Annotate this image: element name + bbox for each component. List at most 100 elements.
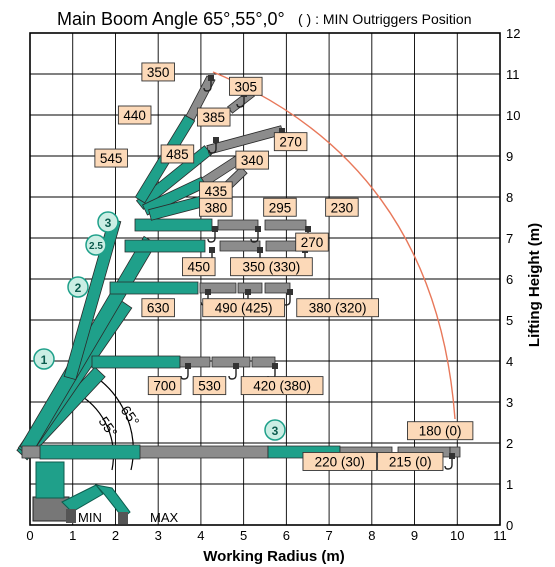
- section-badge-2-5: 2.5: [85, 234, 107, 256]
- capacity-label: 380: [199, 197, 233, 217]
- capacity-label-text: 630: [147, 301, 170, 316]
- capacity-label-text: 270: [279, 135, 302, 150]
- x-tick-label: 9: [411, 528, 418, 543]
- capacity-label-box: [141, 298, 175, 318]
- section-badge-1-text: 1: [41, 353, 48, 367]
- chart-title: Main Boom Angle 65°,55°,0°: [57, 9, 285, 29]
- y-tick-label: 3: [506, 395, 513, 410]
- capacity-label-text: 435: [205, 184, 228, 199]
- capacity-label-box: [196, 107, 231, 127]
- capacity-label-text: 440: [123, 108, 146, 123]
- carrier-base: [32, 496, 70, 522]
- outrigger-pad-max: [118, 512, 128, 524]
- capacity-label-text: 385: [202, 110, 225, 125]
- capacity-label-text: 420 (380): [253, 379, 311, 394]
- capacity-label: 385: [196, 107, 231, 127]
- jib-7-3m-base: [134, 218, 213, 232]
- y-tick-label: 9: [506, 149, 513, 164]
- x-tick-label: 2: [112, 528, 119, 543]
- capacity-label-text: 530: [198, 379, 221, 394]
- jib-5m-base: [109, 281, 199, 295]
- x-tick-label: 0: [26, 528, 33, 543]
- section-badge-2-5-text: 2.5: [89, 241, 103, 252]
- capacity-label-box: [192, 376, 227, 396]
- section-badge-2-text: 2: [75, 281, 82, 295]
- capacity-label: 420 (380): [240, 376, 324, 396]
- capacity-label-box: [302, 452, 378, 471]
- hook-block: [449, 453, 455, 459]
- capacity-label: 295: [263, 197, 297, 217]
- jib-7-3m-ext-2: [264, 219, 307, 231]
- x-tick-label: 3: [155, 528, 162, 543]
- capacity-label-box: [182, 257, 216, 277]
- hook-block: [185, 363, 191, 369]
- outrigger-label-max: MAX: [150, 510, 179, 525]
- turret: [35, 461, 65, 499]
- hook-block: [305, 226, 311, 232]
- section-badge-1: 1: [33, 348, 55, 370]
- y-tick-label: 10: [506, 108, 520, 123]
- capacity-label-box: [377, 452, 444, 471]
- jib-5m-ext-2: [237, 282, 263, 294]
- outrigger-pad-min: [66, 509, 76, 523]
- capacity-label: 435: [199, 181, 233, 201]
- y-tick-label: 0: [506, 518, 513, 533]
- hook-block: [209, 247, 215, 253]
- capacity-label-box: [199, 197, 233, 217]
- hook-icon: [236, 96, 245, 108]
- capacity-label-text: 380 (320): [309, 301, 367, 316]
- section-badge-3-upper-text: 3: [105, 216, 112, 230]
- y-tick-label: 2: [506, 436, 513, 451]
- y-tick-label: 11: [506, 67, 520, 82]
- hook-block: [245, 289, 251, 295]
- capacity-label-text: 350 (330): [243, 260, 301, 275]
- y-tick-label: 8: [506, 190, 513, 205]
- capacity-label-text: 215 (0): [389, 454, 432, 469]
- capacity-label-box: [160, 144, 195, 164]
- hook-block: [212, 226, 218, 232]
- capacity-label-box: [240, 376, 324, 396]
- capacity-label-text: 485: [166, 147, 189, 162]
- capacity-label-box: [230, 257, 313, 277]
- y-tick-label: 1: [506, 477, 513, 492]
- capacity-label: 340: [235, 150, 269, 170]
- hook-block: [257, 247, 263, 253]
- capacity-label-text: 230: [331, 200, 354, 215]
- jib-5m-ext-3: [264, 282, 291, 294]
- hook-block: [272, 363, 278, 369]
- x-tick-label: 8: [368, 528, 375, 543]
- crane-carrier: [32, 461, 131, 524]
- section-badge-3-lower-text: 3: [272, 424, 279, 438]
- hook-icon: [203, 80, 212, 92]
- capacity-label: 530: [192, 376, 227, 396]
- capacity-label-text: 305: [235, 79, 258, 94]
- hook-block: [279, 128, 285, 134]
- jib-angled-2-ext: [185, 75, 216, 121]
- capacity-label: 230: [325, 197, 359, 217]
- capacity-label-box: [117, 105, 152, 125]
- capacity-label-box: [263, 197, 297, 217]
- jib-4m-ext-3: [251, 356, 276, 368]
- capacity-label-box: [295, 232, 329, 252]
- angle-label-55: 55°: [96, 414, 121, 441]
- capacity-label-text: 450: [188, 260, 211, 275]
- capacity-label: 380 (320): [296, 298, 379, 318]
- working-envelope-curve: [212, 71, 456, 420]
- capacity-label-text: 545: [100, 151, 123, 166]
- capacity-label: 485: [160, 144, 195, 164]
- hook-icon: [180, 368, 189, 380]
- y-tick-label: 12: [506, 26, 520, 41]
- capacity-label: 700: [147, 376, 182, 396]
- capacity-label: 350: [141, 62, 175, 82]
- capacity-label-text: 700: [153, 379, 176, 394]
- y-axis-label: Lifting Height (m): [526, 223, 543, 347]
- hook-icon: [208, 142, 217, 154]
- y-tick-label: 7: [506, 231, 513, 246]
- capacity-label-box: [229, 76, 263, 96]
- angle-arc-55: [79, 394, 115, 471]
- outrigger-min: [61, 484, 104, 513]
- x-tick-label: 1: [69, 528, 76, 543]
- capacity-label-text: 270: [301, 235, 324, 250]
- capacity-label-box: [147, 376, 182, 396]
